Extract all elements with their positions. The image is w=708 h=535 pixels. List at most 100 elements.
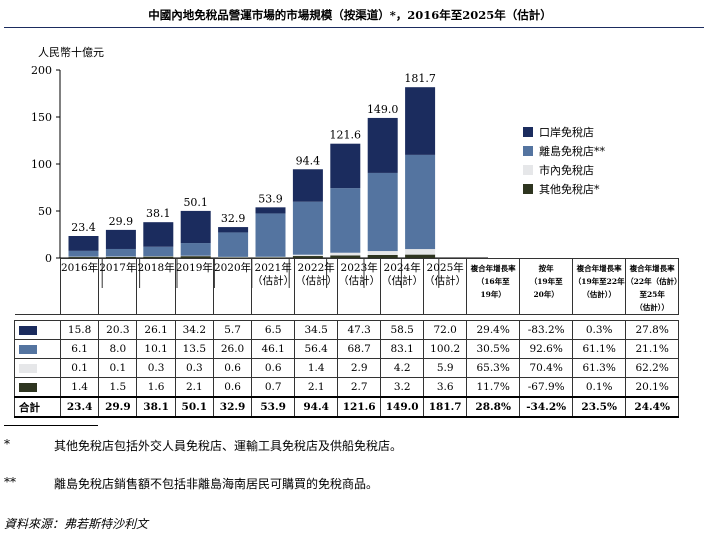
bar-segment xyxy=(218,232,249,257)
cagr-header: 複合年增長率 （22年（估計） 至25年 （估計）） xyxy=(625,258,682,315)
year-label: 2023年 （估計） xyxy=(337,258,382,315)
table-cell: 58.5 xyxy=(380,320,425,340)
cagr-cell: 20.1% xyxy=(625,377,680,398)
y-tick-label: 200 xyxy=(31,64,52,77)
row-swatch xyxy=(19,363,37,373)
table-cell: 68.7 xyxy=(337,339,382,359)
bar-segment xyxy=(218,227,249,233)
legend-item: 離島免稅店** xyxy=(523,141,605,160)
table-row: 0.1 0.1 0.3 0.3 0.6 0.6 1.4 2.9 4.2 5.9 65.3% 70.4%… xyxy=(14,358,680,378)
year-label: 2020年 xyxy=(212,258,253,315)
bar-total-label: 32.9 xyxy=(221,212,246,225)
table-cell: 46.1 xyxy=(251,339,296,359)
row-label xyxy=(14,358,61,378)
table-row: 合計 23.4 29.9 38.1 50.1 32.9 53.9 94.4 121.6 149.0… xyxy=(14,396,680,418)
table-cell: 10.1 xyxy=(136,339,176,359)
table-cell: 0.6 xyxy=(251,358,296,378)
legend-swatch xyxy=(523,183,533,194)
cagr-header: 複合年增長率 （19年至22年 （估計）） xyxy=(572,258,627,315)
row-label xyxy=(14,377,61,398)
bar-segment xyxy=(405,154,436,250)
table-cell: 50.1 xyxy=(174,396,214,418)
y-unit-label: 人民幣十億元 xyxy=(38,46,104,59)
footnote-2-mark: ** xyxy=(4,475,16,489)
bar-segment xyxy=(292,254,323,257)
year-label: 2018年 xyxy=(136,258,176,315)
y-tick-label: 50 xyxy=(38,205,52,218)
y-tick-label: 100 xyxy=(31,158,52,171)
row-label: 合計 xyxy=(14,396,61,418)
table-cell: 6.5 xyxy=(251,320,296,340)
footnote-1-text: 其他免稅店包括外交人員免稅店、運輸工具免稅店及供船免稅店。 xyxy=(54,439,403,453)
table-cell: 5.9 xyxy=(423,358,468,378)
table-cell: 0.1 xyxy=(59,358,100,378)
table-header-row: 2016年 2017年 2018年 2019年 2020年 2021年 （估計） 2022年（… xyxy=(14,258,682,315)
table-cell: 34.2 xyxy=(174,320,214,340)
table-cell: 1.6 xyxy=(136,377,176,398)
cagr-cell: 30.5% xyxy=(466,339,521,359)
cagr-cell: 61.1% xyxy=(572,339,627,359)
bar-segment xyxy=(180,210,211,244)
bar-segment xyxy=(105,256,136,257)
bar-segment xyxy=(292,169,323,202)
row-label xyxy=(14,339,61,359)
bar-segment xyxy=(330,252,361,256)
legend-item: 市內免稅店 xyxy=(523,160,605,179)
legend: 口岸免稅店 離島免稅店** 市內免稅店 其他免稅店* xyxy=(523,122,605,198)
table-cell: 2.1 xyxy=(294,377,339,398)
table-cell: 26.1 xyxy=(136,320,176,340)
bar-segment xyxy=(405,249,436,255)
footnote-2-text: 離島免稅店銷售額不包括非離島海南居民可購買的免稅商品。 xyxy=(54,477,379,491)
bar-total-label: 50.1 xyxy=(183,196,208,209)
table-header-blank xyxy=(14,258,61,315)
bar-total-label: 181.7 xyxy=(404,72,436,85)
footnote-rule xyxy=(4,425,98,426)
row-swatch xyxy=(19,325,37,335)
cagr-cell: 92.6% xyxy=(519,339,574,359)
table-cell: 100.2 xyxy=(423,339,468,359)
table-row: 6.1 8.0 10.1 13.5 26.0 46.1 56.4 68.7 83.1 100.2 3… xyxy=(14,339,680,359)
legend-swatch xyxy=(523,164,533,175)
year-label: 2021年 （估計） xyxy=(251,258,296,315)
table-cell: 2.7 xyxy=(337,377,382,398)
bar-segment xyxy=(405,254,436,258)
year-label: 2016年 xyxy=(59,258,100,315)
table-cell: 0.3 xyxy=(174,358,214,378)
year-label: 2017年 xyxy=(98,258,138,315)
table-cell: 3.2 xyxy=(380,377,425,398)
table-cell: 8.0 xyxy=(98,339,138,359)
bar-segment xyxy=(255,213,286,257)
table-cell: 0.1 xyxy=(98,358,138,378)
bar-segment xyxy=(143,222,174,247)
row-swatch xyxy=(19,382,37,392)
cagr-cell: -34.2% xyxy=(519,396,574,418)
bar-segment xyxy=(255,207,286,214)
cagr-cell: 11.7% xyxy=(466,377,521,398)
bar-total-label: 149.0 xyxy=(367,103,399,116)
bar-total-label: 94.4 xyxy=(296,154,321,167)
table-cell: 6.1 xyxy=(59,339,100,359)
bar-segment xyxy=(292,201,323,255)
bar-segment xyxy=(143,256,174,258)
bar-segment xyxy=(180,256,211,258)
table-cell: 26.0 xyxy=(212,339,253,359)
legend-label: 其他免稅店* xyxy=(539,182,600,196)
cagr-cell: 61.3% xyxy=(572,358,627,378)
bar-segment xyxy=(105,256,136,258)
table-cell: 0.6 xyxy=(212,358,253,378)
table-cell: 47.3 xyxy=(337,320,382,340)
table-cell: 32.9 xyxy=(212,396,253,418)
table-cell: 1.5 xyxy=(98,377,138,398)
year-label: 2024年 （估計） xyxy=(380,258,425,315)
cagr-header: 複合年增長率 （16年至 19年） xyxy=(466,258,521,315)
cagr-cell: -67.9% xyxy=(519,377,574,398)
bar-segment xyxy=(255,257,286,258)
legend-swatch xyxy=(523,126,533,137)
cagr-cell: 70.4% xyxy=(519,358,574,378)
source-note: 資料來源：弗若斯特沙利文 xyxy=(4,517,149,531)
cagr-cell: 0.1% xyxy=(572,377,627,398)
bar-segment xyxy=(330,255,361,258)
table-cell: 13.5 xyxy=(174,339,214,359)
table-cell: 1.4 xyxy=(294,358,339,378)
table-cell: 2.9 xyxy=(337,358,382,378)
